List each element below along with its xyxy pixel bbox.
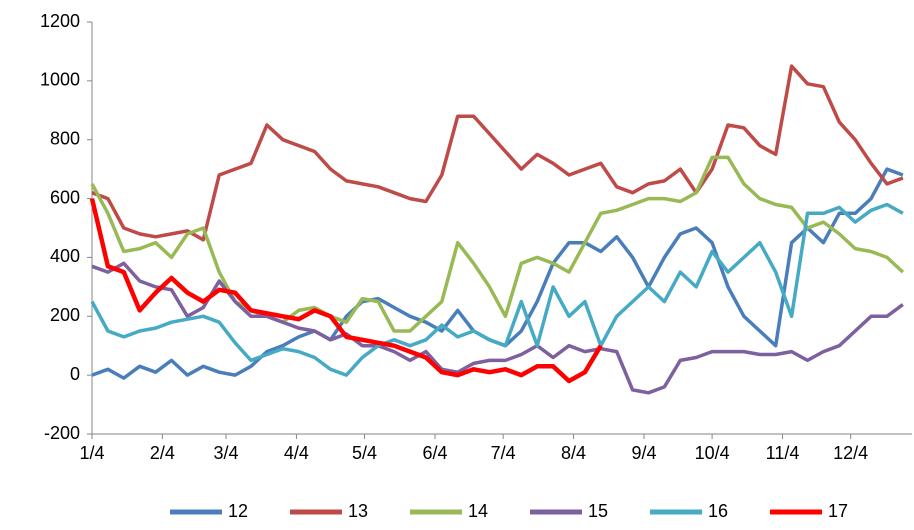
series-line <box>89 198 603 384</box>
legend-label: 15 <box>588 501 608 521</box>
series-line <box>90 155 905 333</box>
series-line <box>91 64 904 242</box>
y-tick-label: 400 <box>50 246 80 266</box>
x-tick-label: 4/4 <box>284 443 309 463</box>
legend-label: 13 <box>348 501 368 521</box>
x-tick-label: 11/4 <box>766 443 800 463</box>
y-tick-label: 0 <box>70 364 80 384</box>
x-tick-label: 10/4 <box>695 443 730 463</box>
y-tick-label: 200 <box>50 305 80 325</box>
x-tick-label: 6/4 <box>422 443 447 463</box>
x-tick-label: 7/4 <box>491 443 516 463</box>
y-tick-label: 1200 <box>40 11 80 31</box>
legend-label: 12 <box>228 501 248 521</box>
x-tick-label: 3/4 <box>214 443 239 463</box>
x-tick-label: 1/4 <box>79 443 104 463</box>
x-tick-label: 9/4 <box>631 443 656 463</box>
y-tick-label: 800 <box>50 128 80 148</box>
legend-label: 16 <box>708 501 728 521</box>
y-tick-label: 1000 <box>40 70 80 90</box>
x-tick-label: 8/4 <box>561 443 586 463</box>
x-tick-label: 12/4 <box>833 443 868 463</box>
legend-label: 14 <box>468 501 488 521</box>
y-tick-label: 600 <box>50 187 80 207</box>
series-line <box>90 202 904 377</box>
x-tick-label: 5/4 <box>352 443 377 463</box>
x-tick-label: 2/4 <box>150 443 175 463</box>
y-tick-label: -200 <box>44 423 80 443</box>
legend-label: 17 <box>828 501 848 521</box>
